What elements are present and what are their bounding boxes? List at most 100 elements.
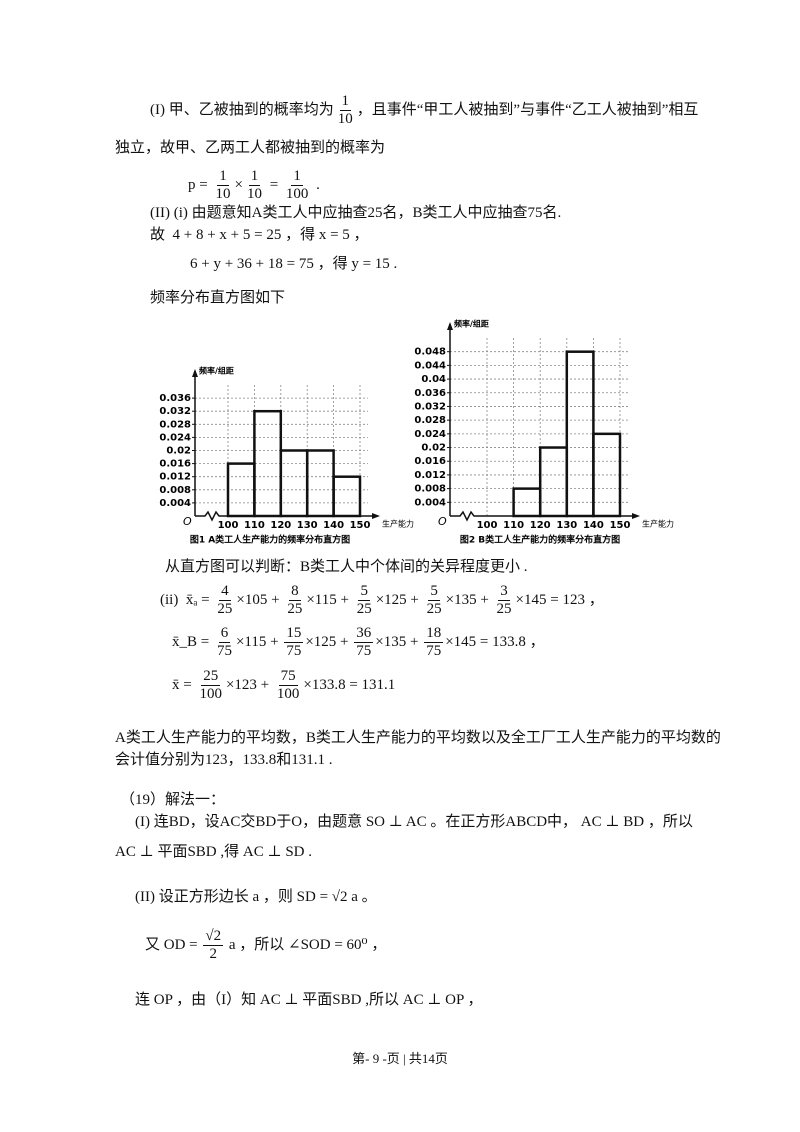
- text-run: 频率分布直方图如下: [150, 289, 286, 306]
- y-tick-label: 0.048: [414, 347, 446, 358]
- denominator: 10: [215, 185, 231, 202]
- numerator: √2: [203, 928, 224, 946]
- y-tick-label: 0.02: [421, 443, 446, 454]
- numerator: 4: [219, 583, 231, 601]
- text-line: 6 + y + 36 + 18 = 75 ，得 y = 15 .: [190, 256, 397, 273]
- text-line: (ii) x̄ₐ = 4 25 ×105 + 8 25 ×115 + 5 25 ×125 +…: [160, 583, 604, 617]
- fraction: 8 25: [285, 583, 304, 617]
- x-axis-label: 生产能力: [642, 519, 674, 529]
- text-run: ，且事件“甲工人被抽到”与事件“乙工人被抽到”相互: [356, 101, 699, 118]
- denominator: 100: [285, 185, 309, 202]
- text-run: a ，所以 ∠SOD = 60⁰ ，: [225, 936, 387, 953]
- numerator: 5: [428, 583, 440, 601]
- numerator: 1: [291, 168, 303, 186]
- text-run: (I) 连BD，设AC交BD于O，由题意 SO ⊥ AC 。在正方形ABCD中，…: [135, 813, 693, 830]
- text-line: 会计值分别为123，133.8和131.1 .: [115, 752, 333, 769]
- x-axis-label: 生产能力: [382, 519, 414, 529]
- text-run: ×115 +: [306, 591, 353, 608]
- fraction: √2 2: [203, 928, 224, 962]
- fraction: 36 75: [354, 625, 374, 659]
- text-line: 从直方图可以判断：B类工人中个体间的关异程度更小 .: [165, 559, 528, 576]
- y-axis-label: 频率/组距: [454, 319, 489, 329]
- numerator: 3: [498, 583, 510, 601]
- text-run: =: [265, 176, 282, 193]
- text-line: 独立，故甲、乙两工人都被抽到的概率为: [115, 140, 385, 157]
- text-run: (II) 设正方形边长 a ，则 SD = √2 a 。: [135, 888, 377, 905]
- y-tick-label: 0.028: [159, 419, 191, 430]
- text-line: 频率分布直方图如下: [150, 290, 285, 307]
- y-tick-label: 0.032: [159, 406, 191, 417]
- x-tick-label: 100: [218, 520, 239, 531]
- fraction: 1 100: [284, 168, 311, 202]
- text-line: （19）解法一：: [120, 792, 225, 809]
- y-tick-label: 0.032: [414, 401, 446, 412]
- text-line: (I) 甲、乙被抽到的概率均为 1 10 ，且事件“甲工人被抽到”与事件“乙工人被抽到…: [150, 93, 698, 127]
- denominator: 2: [209, 945, 217, 962]
- text-run: x̄_B =: [172, 633, 213, 650]
- origin-label: O: [438, 515, 447, 528]
- text-line: p = 1 10 × 1 10 = 1 100 .: [188, 168, 320, 202]
- denominator: 75: [426, 642, 442, 659]
- y-tick-label: 0.04: [421, 374, 446, 385]
- numerator: 18: [424, 625, 444, 643]
- axis-arrow: [192, 369, 198, 377]
- x-axis: [195, 510, 374, 522]
- histogram-bar: [538, 446, 569, 518]
- x-tick-label: 150: [610, 520, 631, 531]
- histogram-bar: [305, 449, 335, 518]
- text-run: 独立，故甲、乙两工人都被抽到的概率为: [115, 139, 386, 156]
- text-line: (II) (i) 由题意知A类工人中应抽查25名，B类工人中应抽查75名.: [150, 205, 561, 222]
- text-run: (II) (i) 由题意知A类工人中应抽查25名，B类工人中应抽查75名.: [150, 204, 562, 221]
- numerator: 1: [339, 93, 351, 111]
- y-tick-label: 0.012: [414, 470, 446, 481]
- text-run: 从直方图可以判断：B类工人中个体间的关异程度更小 .: [165, 558, 528, 575]
- fraction: 75 100: [275, 668, 302, 702]
- denominator: 25: [287, 600, 303, 617]
- numerator: 1: [217, 168, 229, 186]
- text-run: ×145 = 123 ，: [515, 591, 604, 608]
- x-tick-label: 120: [530, 520, 551, 531]
- y-tick-label: 0.036: [159, 393, 191, 404]
- fraction: 1 10: [245, 168, 264, 202]
- denominator: 25: [496, 600, 512, 617]
- y-tick-label: 0.008: [414, 484, 446, 495]
- denominator: 100: [199, 685, 222, 702]
- text-run: ×135 +: [375, 633, 423, 650]
- denominator: 25: [426, 600, 442, 617]
- x-tick-label: 140: [323, 520, 344, 531]
- x-tick-label: 130: [556, 520, 577, 531]
- y-tick-label: 0.016: [414, 456, 446, 467]
- text-run: ×115 +: [235, 633, 283, 650]
- denominator: 75: [356, 642, 372, 659]
- text-run: ×105 +: [236, 591, 284, 608]
- numerator: 5: [358, 583, 370, 601]
- denominator: 10: [337, 110, 353, 127]
- numerator: 1: [248, 168, 261, 186]
- x-tick-label: 130: [297, 520, 318, 531]
- numerator: 36: [354, 625, 374, 643]
- denominator: 100: [276, 685, 300, 702]
- text-run: 又 OD =: [145, 936, 202, 953]
- text-line: 故 4 + 8 + x + 5 = 25 ，得 x = 5 ，: [150, 227, 369, 244]
- text-run: ×133.8 = 131.1: [303, 676, 396, 693]
- y-tick-label: 0.004: [414, 497, 446, 508]
- text-line: x̄ = 25 100 ×123 + 75 100 ×133.8 = 131.1: [172, 668, 395, 702]
- fraction: 1 10: [336, 93, 355, 127]
- text-line: 又 OD = √2 2 a ，所以 ∠SOD = 60⁰ ，: [145, 928, 386, 962]
- x-axis: [450, 510, 634, 522]
- text-line: AC ⊥ 平面SBD ,得 AC ⊥ SD .: [115, 844, 312, 861]
- text-line: (II) 设正方形边长 a ，则 SD = √2 a 。: [135, 889, 377, 906]
- x-tick-label: 100: [477, 520, 498, 531]
- text-run: ×135 +: [445, 591, 493, 608]
- fraction: 5 25: [425, 583, 444, 617]
- x-tick-label: 140: [583, 520, 604, 531]
- y-axis-label: 频率/组距: [199, 366, 234, 376]
- text-run: （19）解法一：: [120, 791, 226, 808]
- denominator: 75: [286, 642, 302, 659]
- footer: 第- 9 -页 | 共14页: [352, 1051, 448, 1066]
- y-tick-label: 0.008: [159, 485, 191, 496]
- histogram-bar: [332, 475, 362, 518]
- text-run: 会计值分别为123，133.8和131.1 .: [115, 751, 333, 768]
- fraction: 6 75: [215, 625, 234, 659]
